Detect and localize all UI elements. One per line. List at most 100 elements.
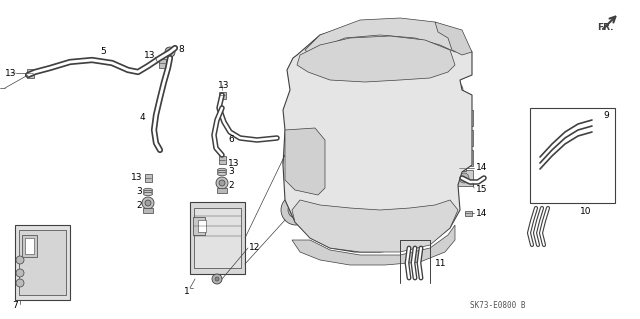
- Text: 2: 2: [228, 181, 234, 189]
- Text: 4: 4: [140, 114, 145, 122]
- Bar: [455, 110, 473, 126]
- Bar: [159, 59, 166, 68]
- Circle shape: [16, 279, 24, 287]
- Bar: [459, 166, 466, 171]
- Text: 13: 13: [228, 159, 239, 167]
- Bar: [465, 211, 472, 216]
- Text: 12: 12: [249, 243, 260, 253]
- Bar: [190, 202, 245, 274]
- Ellipse shape: [166, 48, 174, 50]
- Ellipse shape: [218, 168, 227, 172]
- Circle shape: [344, 136, 356, 148]
- Circle shape: [447, 60, 457, 70]
- Bar: [27, 69, 34, 78]
- Text: 9: 9: [603, 112, 609, 121]
- Circle shape: [354, 84, 362, 92]
- Bar: [219, 92, 226, 99]
- Bar: [194, 208, 241, 268]
- Polygon shape: [285, 128, 325, 195]
- Circle shape: [398, 84, 406, 92]
- Circle shape: [362, 49, 369, 56]
- Circle shape: [447, 82, 463, 98]
- Circle shape: [215, 277, 219, 281]
- Circle shape: [459, 153, 469, 163]
- Circle shape: [165, 47, 175, 57]
- Polygon shape: [435, 22, 472, 55]
- Circle shape: [16, 269, 24, 277]
- Bar: [320, 100, 380, 145]
- Ellipse shape: [143, 190, 152, 194]
- Text: 2: 2: [136, 201, 142, 210]
- Polygon shape: [292, 200, 458, 252]
- Ellipse shape: [143, 192, 152, 196]
- Bar: [455, 130, 473, 146]
- Circle shape: [300, 157, 310, 167]
- Bar: [22, 235, 37, 257]
- Circle shape: [288, 202, 304, 218]
- Circle shape: [283, 140, 327, 184]
- Text: 15: 15: [476, 186, 488, 195]
- Polygon shape: [292, 225, 455, 265]
- Circle shape: [459, 133, 469, 143]
- Ellipse shape: [166, 54, 174, 56]
- Bar: [530, 108, 615, 203]
- Text: FR.: FR.: [597, 23, 614, 32]
- Circle shape: [459, 113, 469, 123]
- Text: 11: 11: [435, 258, 447, 268]
- Text: 13: 13: [5, 69, 17, 78]
- Text: 13: 13: [131, 174, 142, 182]
- Circle shape: [212, 274, 222, 284]
- Text: 3: 3: [136, 188, 142, 197]
- Ellipse shape: [218, 170, 227, 174]
- Text: 8: 8: [178, 46, 184, 55]
- Bar: [455, 170, 473, 186]
- Circle shape: [376, 84, 384, 92]
- Bar: [145, 174, 152, 182]
- Bar: [325, 105, 375, 140]
- Circle shape: [145, 200, 151, 206]
- Bar: [143, 208, 153, 213]
- Text: 14: 14: [476, 164, 488, 173]
- Circle shape: [422, 53, 429, 60]
- Bar: [25, 238, 34, 254]
- Bar: [198, 220, 206, 232]
- Circle shape: [16, 256, 24, 264]
- Circle shape: [293, 150, 317, 174]
- Bar: [19, 230, 66, 295]
- Text: 6: 6: [228, 136, 234, 145]
- Bar: [219, 156, 226, 164]
- Circle shape: [442, 55, 462, 75]
- Text: 14: 14: [476, 209, 488, 218]
- Ellipse shape: [166, 50, 174, 54]
- Text: 3: 3: [228, 167, 234, 176]
- Circle shape: [401, 49, 408, 56]
- Bar: [398, 68, 406, 88]
- Bar: [455, 150, 473, 166]
- Text: 5: 5: [100, 48, 106, 56]
- Text: 7: 7: [12, 300, 18, 309]
- Bar: [354, 68, 362, 88]
- Polygon shape: [305, 18, 465, 55]
- Ellipse shape: [143, 188, 152, 192]
- Circle shape: [344, 121, 356, 133]
- Bar: [193, 217, 205, 235]
- Circle shape: [219, 180, 225, 186]
- Text: 13: 13: [143, 50, 155, 60]
- Bar: [15, 225, 70, 300]
- Bar: [331, 68, 339, 88]
- Circle shape: [381, 48, 388, 56]
- Bar: [217, 188, 227, 193]
- Circle shape: [142, 197, 154, 209]
- Text: 13: 13: [218, 81, 230, 91]
- Circle shape: [281, 195, 311, 225]
- Circle shape: [321, 55, 328, 62]
- Circle shape: [216, 177, 228, 189]
- Circle shape: [459, 173, 469, 183]
- Bar: [376, 68, 384, 88]
- Text: SK73-E0800 B: SK73-E0800 B: [470, 301, 525, 310]
- Circle shape: [331, 84, 339, 92]
- Circle shape: [342, 51, 349, 58]
- Ellipse shape: [218, 172, 227, 176]
- Text: 1: 1: [184, 286, 190, 295]
- Polygon shape: [297, 36, 455, 82]
